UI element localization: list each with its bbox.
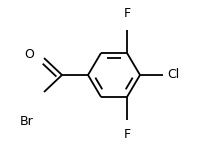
Text: F: F	[123, 7, 130, 20]
Text: Cl: Cl	[167, 69, 179, 82]
Text: Br: Br	[20, 115, 34, 128]
Text: O: O	[24, 49, 34, 62]
Text: F: F	[123, 128, 130, 141]
